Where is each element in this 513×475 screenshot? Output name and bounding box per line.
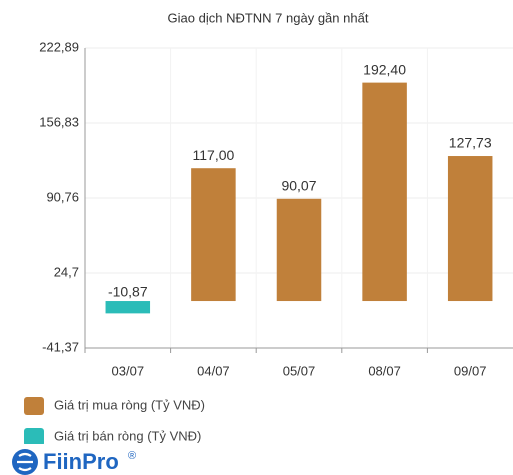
y-tick-label: 90,76 bbox=[46, 189, 79, 204]
bar bbox=[191, 168, 236, 302]
data-label: 192,40 bbox=[363, 61, 406, 77]
y-tick-label: 222,89 bbox=[39, 39, 79, 54]
x-tick-label: 09/07 bbox=[454, 363, 487, 378]
brand-mark: ® bbox=[128, 450, 136, 462]
data-label: -10,87 bbox=[108, 284, 148, 300]
chart-title: Giao dịch NĐTNN 7 ngày gần nhất bbox=[168, 10, 369, 25]
legend: Giá trị mua ròng (Tỷ VNĐ) Giá trị bán ròn… bbox=[24, 397, 205, 444]
brand-name: FiinPro bbox=[43, 449, 119, 474]
data-label: 117,00 bbox=[193, 147, 235, 163]
bar bbox=[276, 198, 322, 302]
legend-label: Giá trị mua ròng (Tỷ VNĐ) bbox=[54, 397, 205, 412]
x-tick-label: 04/07 bbox=[197, 363, 230, 378]
data-label: 127,73 bbox=[449, 135, 492, 151]
x-tick-label: 05/07 bbox=[283, 363, 316, 378]
legend-swatch bbox=[24, 428, 44, 444]
y-tick-label: -41,37 bbox=[42, 339, 79, 354]
bar bbox=[105, 301, 151, 314]
bar bbox=[362, 82, 407, 302]
y-tick-label: 156,83 bbox=[39, 114, 79, 129]
legend-label: Giá trị bán ròng (Tỷ VNĐ) bbox=[54, 428, 201, 443]
bar bbox=[447, 156, 493, 302]
y-tick-label: 24,7 bbox=[54, 264, 79, 279]
legend-swatch bbox=[24, 397, 44, 415]
x-tick-label: 08/07 bbox=[368, 363, 401, 378]
data-label: 90,07 bbox=[281, 177, 316, 193]
brand: FiinPro ® bbox=[12, 449, 136, 475]
x-tick-label: 03/07 bbox=[112, 363, 145, 378]
brand-logo-lines bbox=[17, 452, 33, 472]
